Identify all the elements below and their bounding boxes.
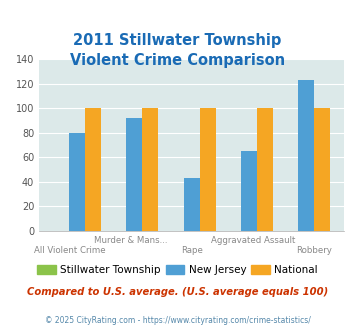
Bar bbox=[257, 109, 273, 231]
Text: © 2025 CityRating.com - https://www.cityrating.com/crime-statistics/: © 2025 CityRating.com - https://www.city… bbox=[45, 315, 310, 325]
Text: Rape: Rape bbox=[181, 246, 203, 255]
Bar bbox=[69, 133, 85, 231]
Text: Aggravated Assault: Aggravated Assault bbox=[211, 236, 295, 245]
Bar bbox=[298, 80, 315, 231]
Text: 2011 Stillwater Township
Violent Crime Comparison: 2011 Stillwater Township Violent Crime C… bbox=[70, 33, 285, 68]
Bar bbox=[85, 109, 101, 231]
Bar bbox=[142, 109, 158, 231]
Bar bbox=[200, 109, 216, 231]
Text: Robbery: Robbery bbox=[296, 246, 332, 255]
Bar bbox=[126, 118, 142, 231]
Bar bbox=[241, 151, 257, 231]
Text: All Violent Crime: All Violent Crime bbox=[34, 246, 105, 255]
Text: Compared to U.S. average. (U.S. average equals 100): Compared to U.S. average. (U.S. average … bbox=[27, 287, 328, 297]
Legend: Stillwater Township, New Jersey, National: Stillwater Township, New Jersey, Nationa… bbox=[33, 261, 322, 280]
Bar bbox=[184, 178, 200, 231]
Bar bbox=[315, 109, 331, 231]
Text: Murder & Mans...: Murder & Mans... bbox=[94, 236, 168, 245]
